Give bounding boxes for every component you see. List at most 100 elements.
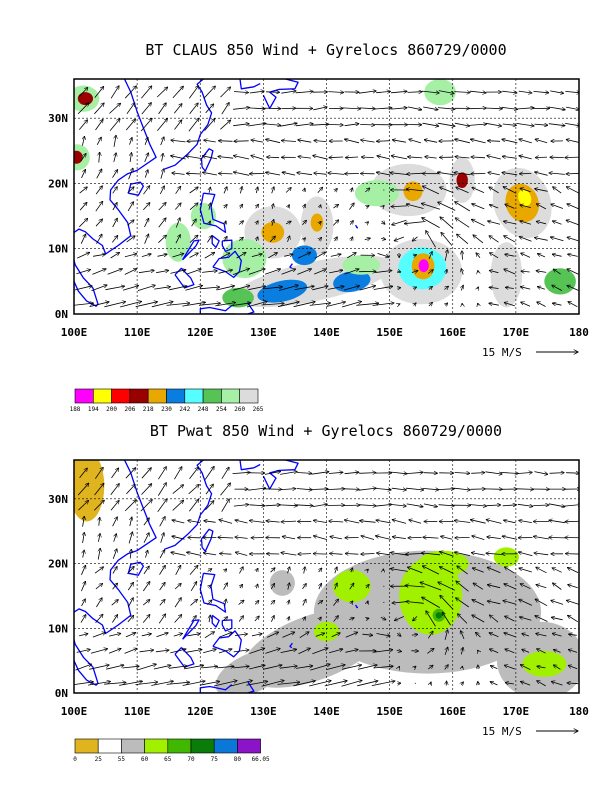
wind-vector (566, 220, 579, 226)
wind-vector (158, 203, 166, 211)
wind-vector (171, 140, 186, 142)
wind-vector (391, 206, 408, 207)
wind-vector (79, 187, 88, 194)
wind-vector (394, 616, 404, 621)
wind-vector (92, 632, 106, 638)
wind-vector (114, 153, 116, 163)
wind-vector (358, 505, 376, 506)
wind-vector (462, 251, 463, 260)
wind-vector (441, 536, 453, 540)
wind-vector (234, 634, 248, 636)
wind-vector (374, 108, 392, 109)
wind-vector (537, 302, 546, 307)
wind-vector (407, 173, 424, 174)
x-tick-label: 140E (313, 326, 340, 339)
wind-vector (156, 119, 167, 132)
wind-vector (144, 234, 149, 244)
wind-vector (141, 484, 152, 495)
wind-vector (502, 139, 518, 144)
shading-cell (490, 242, 523, 308)
wind-vector (110, 500, 119, 511)
wind-vector (469, 505, 486, 507)
wind-vector (240, 187, 242, 194)
colorbar-label: 55 (118, 756, 126, 763)
wind-vector (344, 269, 360, 275)
wind-vector (125, 119, 135, 131)
wind-vector (472, 568, 484, 573)
wind-vector (221, 103, 229, 115)
wind-vector (174, 120, 182, 130)
wind-vector (172, 500, 184, 511)
wind-vector (313, 107, 327, 111)
wind-vector (175, 235, 181, 244)
wind-vector (345, 632, 358, 638)
wind-vector (284, 254, 293, 256)
wind-vector (565, 123, 579, 126)
wind-vector (139, 650, 154, 652)
wind-vector (78, 120, 87, 130)
wind-vector (246, 681, 267, 686)
wind-vector (272, 187, 274, 194)
wind-vector (303, 238, 305, 240)
wind-vector (440, 187, 454, 194)
wind-vector (429, 302, 433, 306)
wind-vector (235, 537, 248, 538)
wind-vector (489, 615, 499, 623)
colorbar-swatch (97, 738, 122, 754)
wind-vector (488, 141, 501, 142)
wind-vector (233, 650, 249, 652)
wind-vector (569, 634, 577, 635)
wind-vector (406, 503, 423, 507)
wind-vector (270, 568, 275, 573)
wind-vector (296, 666, 313, 669)
wind-vector (428, 252, 432, 260)
vector-reference: 15 M/S (482, 725, 578, 738)
wind-vector (144, 153, 149, 163)
x-tick-label: 180 (569, 705, 589, 718)
wind-vector (518, 91, 532, 93)
wind-vector (269, 236, 275, 243)
coastline (199, 684, 235, 693)
wind-vector (351, 188, 353, 193)
wind-vector (461, 682, 463, 685)
wind-vector (144, 218, 149, 228)
wind-vector (347, 253, 356, 259)
wind-vector (151, 681, 173, 686)
wind-vector (213, 681, 237, 687)
wind-vector (326, 302, 345, 307)
wind-vector (238, 600, 244, 605)
colorbar-label: 60 (141, 756, 149, 763)
wind-vector (423, 473, 438, 474)
wind-vector (500, 472, 519, 473)
wind-vector (552, 221, 562, 225)
wind-vector (456, 581, 469, 592)
wind-vector (471, 473, 485, 474)
wind-vector (372, 303, 394, 306)
wind-vector (374, 504, 392, 506)
wind-vector (264, 124, 281, 126)
wind-vector (413, 287, 416, 289)
coastline (262, 79, 299, 110)
plot-frame (73, 459, 580, 694)
wind-vector (398, 304, 400, 305)
shading-cell (342, 255, 381, 275)
wind-vector (170, 649, 186, 654)
wind-vector (320, 205, 321, 208)
wind-vector (130, 549, 131, 559)
wind-vector (314, 173, 327, 174)
wind-vector (78, 87, 88, 97)
wind-vector (188, 118, 199, 132)
wind-vector (473, 235, 484, 244)
x-tick-label: 110E (124, 326, 151, 339)
wind-vector (409, 520, 422, 524)
wind-vector (112, 567, 117, 574)
vector-reference-label: 15 M/S (482, 725, 522, 738)
wind-vector (130, 153, 131, 163)
wind-vector (225, 599, 226, 606)
wind-vector (172, 536, 185, 540)
wind-vector (141, 634, 152, 636)
wind-vector (281, 553, 297, 556)
wind-vector (377, 553, 391, 555)
coastline (164, 79, 213, 170)
wind-vector (239, 567, 243, 574)
